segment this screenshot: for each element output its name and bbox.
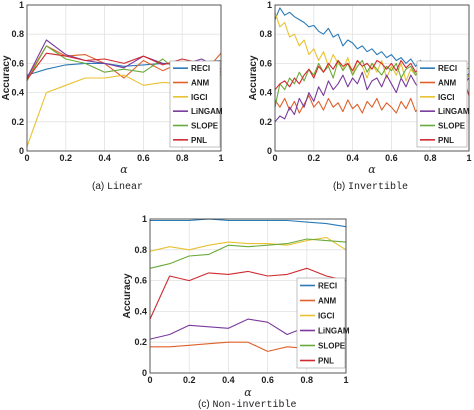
- x-tick-label: 0: [272, 153, 277, 163]
- caption-title: Non-invertible: [212, 399, 296, 410]
- x-tick-label: 0.4: [98, 153, 111, 163]
- legend-label: PNL: [438, 136, 454, 145]
- caption-c: (c) Non-invertible: [198, 399, 296, 410]
- x-tick-label: 0.8: [176, 153, 189, 163]
- legend-label: IGCI: [318, 312, 334, 321]
- legend-label: LiNGAM: [191, 107, 223, 116]
- y-tick-label: 0: [142, 368, 147, 378]
- legend-box: [169, 60, 221, 148]
- x-tick-label: 0.2: [60, 153, 73, 163]
- series-line-reci: [150, 218, 347, 228]
- caption-title: Linear: [107, 181, 143, 193]
- plot-frame: [274, 4, 470, 152]
- x-tick-label: 0.8: [424, 153, 437, 163]
- plot-frame: [149, 218, 347, 374]
- y-tick-label: 0: [19, 146, 24, 156]
- legend-label: LiNGAM: [318, 327, 350, 336]
- y-tick-label: 0: [267, 146, 272, 156]
- y-tick-label: 1: [267, 0, 272, 10]
- y-tick-label: 0.2: [11, 117, 24, 127]
- y-tick-label: 0.2: [259, 117, 272, 127]
- y-tick-label: 1: [142, 214, 147, 224]
- x-axis-label: α: [120, 163, 128, 176]
- legend-label: SLOPE: [191, 122, 219, 131]
- series-line-pnl: [26, 52, 222, 80]
- chart-c: 0 0.2 0.4 0.6 0.8 1 0 0.2 0.4 0.6 0.8 1 RECI ANM IGCI L…: [122, 214, 350, 410]
- x-tick-label: 0.6: [385, 153, 398, 163]
- x-tick-label: 0.4: [346, 153, 359, 163]
- x-tick-label: 1: [218, 153, 223, 163]
- y-axis-label: Accuracy: [1, 55, 12, 100]
- y-tick-label: 0.4: [259, 88, 272, 98]
- legend-label: PNL: [318, 357, 334, 366]
- legend-label: SLOPE: [318, 342, 346, 351]
- legend-label: LiNGAM: [438, 107, 470, 116]
- x-tick-label: 1: [343, 375, 348, 385]
- x-tick-label: 0.2: [183, 375, 196, 385]
- x-tick-label: 0: [24, 153, 29, 163]
- x-axis-label: α: [244, 386, 252, 399]
- legend-label: RECI: [191, 64, 210, 73]
- x-tick-label: 0.6: [137, 153, 150, 163]
- y-tick-label: 0.4: [11, 88, 24, 98]
- x-tick-label: 0.8: [301, 375, 314, 385]
- legend-box: [296, 277, 346, 369]
- y-tick-label: 0.8: [134, 245, 147, 255]
- caption-prefix: (b): [333, 181, 348, 192]
- y-tick-label: 0.6: [134, 276, 147, 286]
- caption-prefix: (c): [198, 399, 212, 410]
- series-line-slope: [149, 238, 347, 269]
- legend-label: RECI: [318, 282, 337, 291]
- x-tick-label: 0.2: [308, 153, 321, 163]
- x-tick-label: 0: [147, 375, 152, 385]
- chart-b: 0 0.2 0.4 0.6 0.8 1 0 0.2 0.4 0.6 0.8 1 RECI ANM IGCI L…: [248, 0, 472, 193]
- series-line-pnl: [149, 267, 347, 320]
- legend-label: IGCI: [191, 93, 207, 102]
- legend-label: PNL: [191, 136, 207, 145]
- caption-title: Invertible: [348, 181, 408, 193]
- x-axis-label: α: [368, 163, 376, 176]
- legend-label: ANM: [318, 297, 337, 306]
- legend-label: ANM: [191, 79, 210, 88]
- x-tick-label: 1: [466, 153, 471, 163]
- caption-b: (b) Invertible: [333, 181, 408, 193]
- y-tick-label: 0.4: [134, 306, 147, 316]
- legend-label: SLOPE: [438, 122, 466, 131]
- y-tick-label: 0.6: [259, 58, 272, 68]
- y-axis-label: Accuracy: [248, 55, 259, 100]
- caption-prefix: (a): [92, 181, 107, 192]
- y-tick-label: 0.6: [11, 58, 24, 68]
- y-axis-label: Accuracy: [122, 273, 133, 318]
- y-tick-label: 0.8: [11, 29, 24, 39]
- plot-frame: [26, 4, 222, 152]
- caption-a: (a) Linear: [92, 181, 143, 193]
- chart-a: 0 0.2 0.4 0.6 0.8 1 0 0.2 0.4 0.6 0.8 1 RECI ANM IGCI L…: [1, 0, 224, 193]
- y-tick-label: 0.8: [259, 29, 272, 39]
- x-tick-label: 0.4: [222, 375, 235, 385]
- y-tick-label: 1: [19, 0, 24, 10]
- y-tick-label: 0.2: [134, 337, 147, 347]
- legend-box: [416, 60, 468, 148]
- x-tick-label: 0.6: [261, 375, 274, 385]
- legend-label: ANM: [438, 79, 457, 88]
- legend-label: RECI: [438, 64, 457, 73]
- legend-label: IGCI: [438, 93, 454, 102]
